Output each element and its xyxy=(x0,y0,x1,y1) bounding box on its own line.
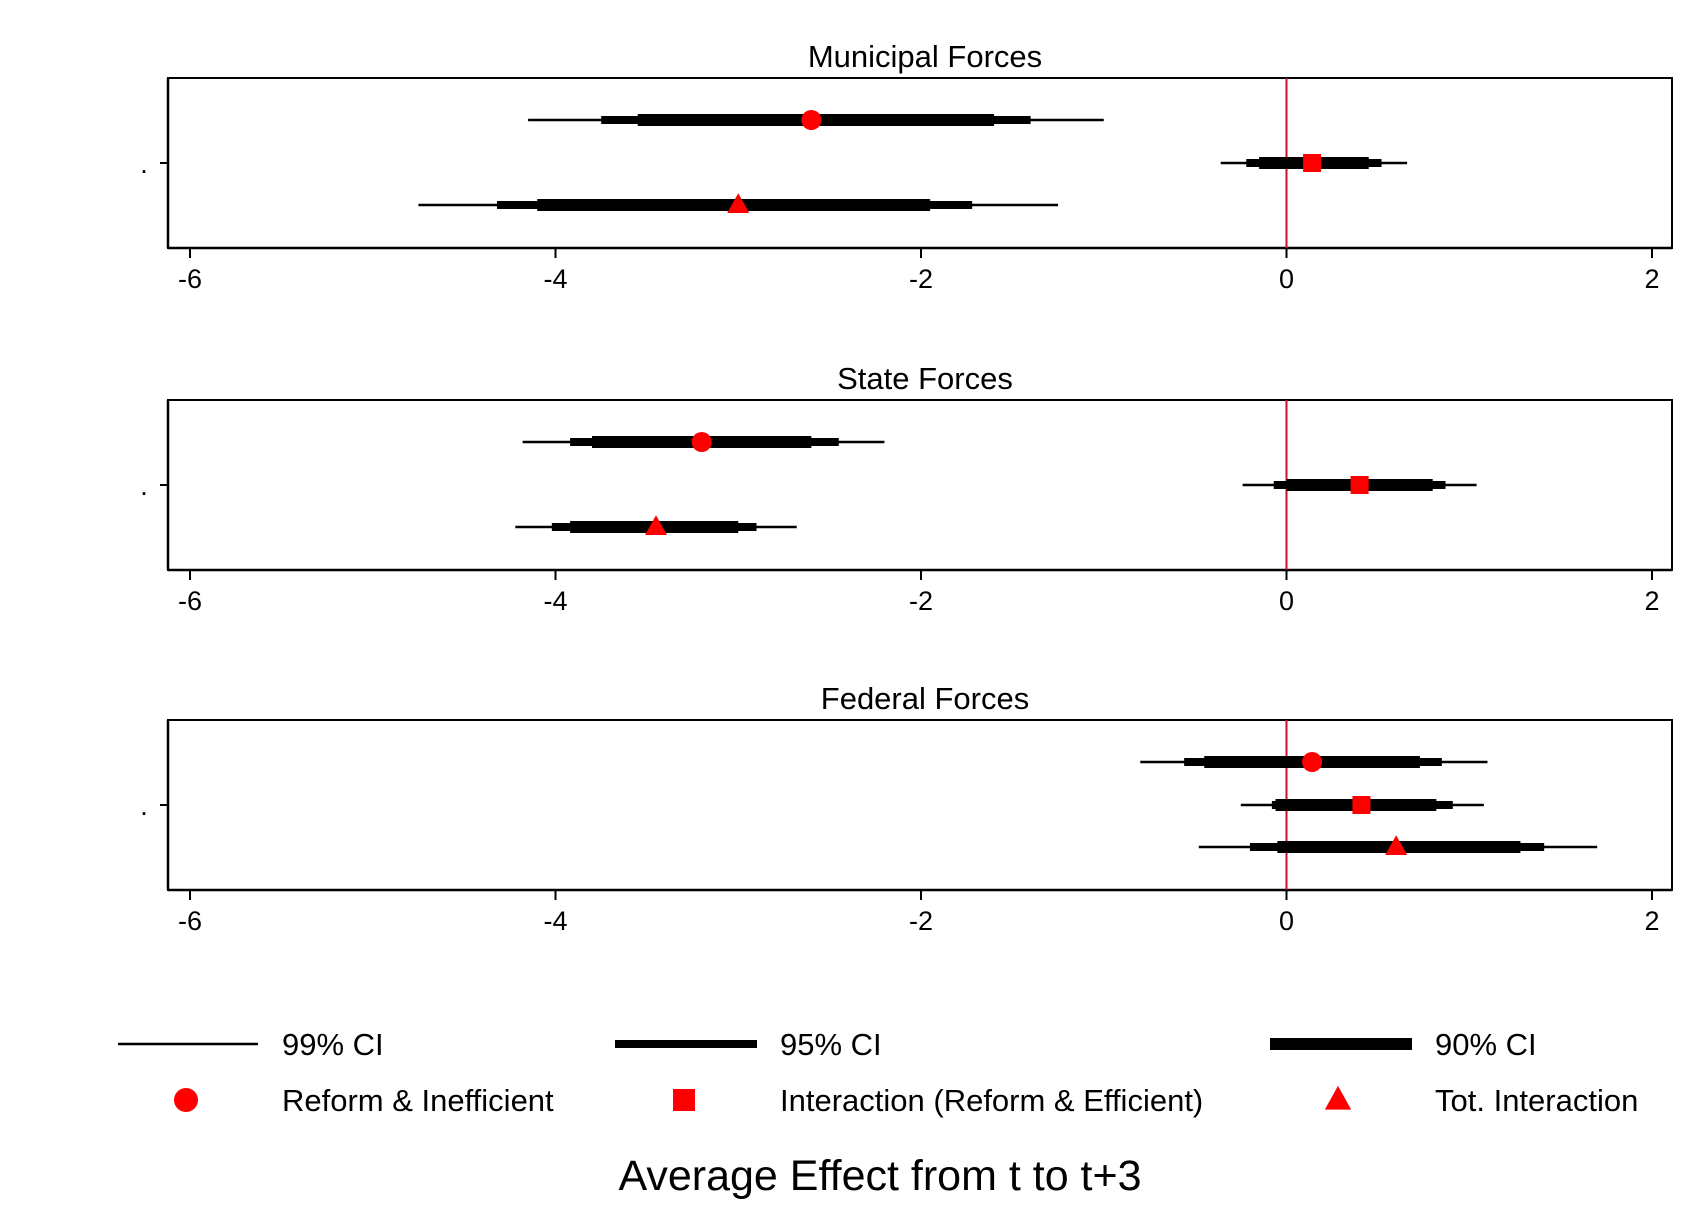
x-tick-label: 0 xyxy=(1279,906,1294,936)
x-tick-label: -4 xyxy=(543,264,567,294)
x-tick-label: -2 xyxy=(909,586,933,616)
point-estimate-triangle xyxy=(727,193,750,213)
x-tick-label: -4 xyxy=(543,586,567,616)
legend-label: 95% CI xyxy=(780,1027,882,1062)
x-tick-label: -6 xyxy=(178,264,202,294)
plot-frame xyxy=(167,77,1673,249)
point-estimate-square xyxy=(1352,796,1371,814)
y-tick-label: . xyxy=(140,791,148,821)
x-tick-label: 0 xyxy=(1279,264,1294,294)
x-tick-label: 0 xyxy=(1279,586,1294,616)
y-tick-label: . xyxy=(140,149,148,179)
y-tick-label: . xyxy=(140,471,148,501)
legend-label: 90% CI xyxy=(1435,1027,1537,1062)
panel-1: State Forces. -6 -4 -2 0 2 xyxy=(140,361,1673,616)
legend-label: Tot. Interaction xyxy=(1435,1083,1638,1118)
panel-0: Municipal Forces. -6 -4 -2 0 2 xyxy=(140,39,1673,294)
panel-title: Municipal Forces xyxy=(808,39,1042,74)
point-estimate-square xyxy=(1303,154,1322,172)
x-tick-label: -2 xyxy=(909,264,933,294)
point-estimate-circle xyxy=(691,432,712,452)
legend-label: 99% CI xyxy=(282,1027,384,1062)
legend-marker-circle xyxy=(174,1088,198,1112)
x-tick-label: -6 xyxy=(178,586,202,616)
point-estimate-triangle xyxy=(645,515,668,535)
point-estimate-square xyxy=(1350,476,1369,494)
x-tick-label: -6 xyxy=(178,906,202,936)
figure-title: Average Effect from t to t+3 xyxy=(618,1152,1141,1200)
legend-marker-triangle xyxy=(1324,1085,1352,1110)
point-estimate-triangle xyxy=(1385,835,1408,855)
panel-2: Federal Forces. -6 -4 -2 0 2 xyxy=(140,681,1673,936)
legend-marker-square xyxy=(673,1089,695,1111)
point-estimate-circle xyxy=(801,110,822,130)
x-tick-label: 2 xyxy=(1644,586,1659,616)
legend: 99% CI 95% CI 90% CI Reform & Inefficient In… xyxy=(118,1027,1638,1118)
panel-title: Federal Forces xyxy=(821,681,1029,716)
x-tick-label: 2 xyxy=(1644,264,1659,294)
panel-title: State Forces xyxy=(837,361,1013,396)
legend-label: Interaction (Reform & Efficient) xyxy=(780,1083,1203,1118)
panels: Municipal Forces. -6 -4 -2 0 2 State Forces. -6… xyxy=(140,39,1673,936)
legend-label: Reform & Inefficient xyxy=(282,1083,554,1118)
x-tick-label: 2 xyxy=(1644,906,1659,936)
x-tick-label: -2 xyxy=(909,906,933,936)
x-tick-label: -4 xyxy=(543,906,567,936)
point-estimate-circle xyxy=(1302,752,1323,772)
